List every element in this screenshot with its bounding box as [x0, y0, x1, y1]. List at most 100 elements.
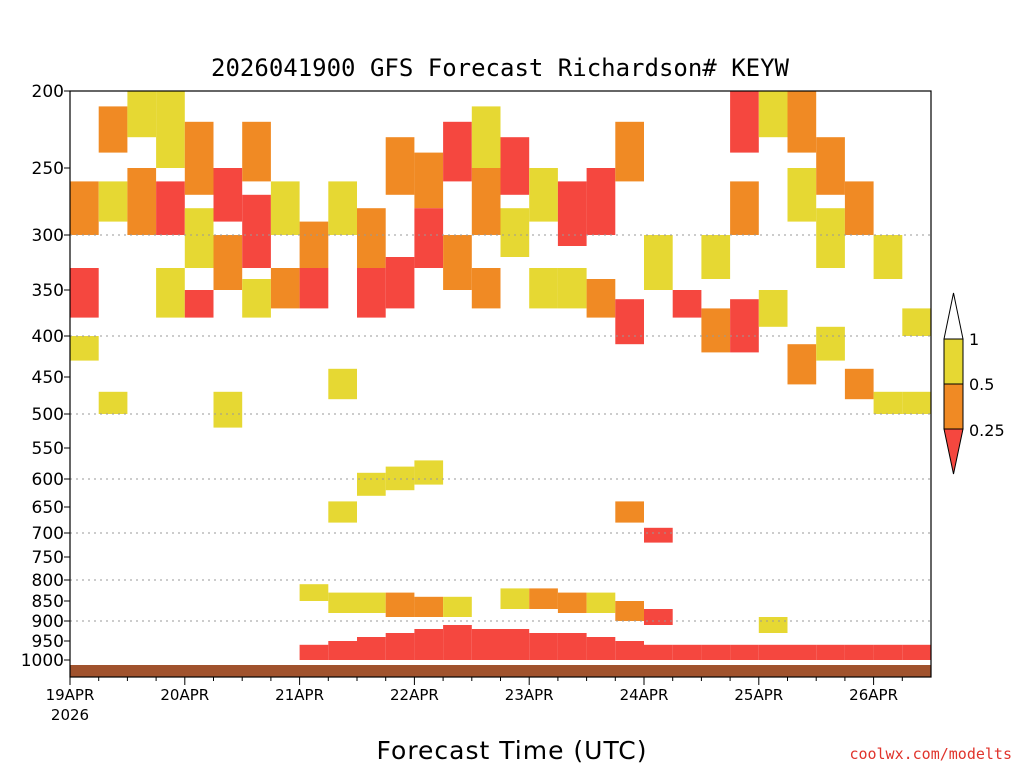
- data-cell: [184, 290, 214, 318]
- data-cell: [471, 268, 501, 309]
- data-cell: [328, 641, 357, 660]
- data-cell: [242, 121, 271, 182]
- x-tick-label: 22APR: [390, 686, 439, 704]
- y-tick-label: 600: [32, 470, 64, 490]
- chart-title: 2026041900 GFS Forecast Richardson# KEYW: [211, 54, 790, 82]
- y-tick-label: 300: [32, 226, 64, 246]
- data-cell: [70, 268, 99, 318]
- data-cell: [644, 644, 673, 660]
- legend-label: 0.5: [969, 375, 994, 394]
- y-tick-label: 200: [32, 82, 64, 102]
- data-cell: [443, 625, 472, 660]
- data-cell: [213, 235, 243, 290]
- x-tick-label: 25APR: [734, 686, 783, 704]
- y-tick-label: 900: [32, 612, 64, 632]
- legend-bin-orange: [943, 383, 964, 430]
- data-cell: [844, 368, 874, 400]
- y-tick-label: 650: [32, 498, 64, 518]
- data-cell: [270, 181, 300, 235]
- data-cell: [328, 368, 357, 400]
- data-cell: [586, 168, 616, 235]
- data-cell: [471, 629, 501, 660]
- x-year-label: 2026: [51, 706, 89, 724]
- data-cell: [529, 588, 558, 609]
- data-cell: [787, 91, 817, 153]
- y-tick-label: 500: [32, 405, 64, 425]
- y-tick-label: 400: [32, 327, 64, 347]
- y-tick-label: 950: [32, 632, 64, 652]
- data-cell: [730, 181, 759, 235]
- y-tick-label: 850: [32, 592, 64, 612]
- data-cell: [529, 168, 558, 222]
- data-cell: [127, 168, 157, 235]
- data-cell: [357, 472, 386, 496]
- data-cell: [443, 235, 472, 290]
- data-cell: [615, 601, 644, 621]
- data-cell: [586, 592, 616, 613]
- data-cell: [98, 181, 128, 222]
- y-tick-label: 1000: [21, 651, 64, 671]
- data-cell: [471, 106, 501, 168]
- data-cell: [127, 91, 157, 138]
- ground-strip: [70, 665, 931, 677]
- data-cell: [730, 91, 759, 153]
- data-cell: [184, 121, 214, 195]
- data-cell: [644, 609, 673, 625]
- data-cell: [385, 257, 415, 309]
- data-cell: [500, 629, 530, 660]
- data-cell: [701, 308, 731, 353]
- x-tick-label: 24APR: [620, 686, 669, 704]
- data-cell: [557, 592, 587, 613]
- data-cell: [443, 121, 472, 182]
- y-tick-label: 350: [32, 281, 64, 301]
- data-cell: [672, 290, 702, 318]
- data-cell: [385, 466, 415, 491]
- data-cell: [816, 644, 845, 660]
- data-cell: [557, 181, 587, 246]
- data-cell: [787, 644, 817, 660]
- x-tick-label: 26APR: [849, 686, 898, 704]
- data-cell: [70, 181, 99, 235]
- data-cell: [357, 637, 386, 660]
- colorbar-legend: 1 0.5 0.25: [943, 292, 1005, 475]
- data-cell: [414, 629, 444, 660]
- data-cell: [500, 137, 530, 195]
- data-cell: [299, 268, 329, 309]
- data-cell: [758, 290, 788, 327]
- x-axis-label: Forecast Time (UTC): [377, 736, 648, 765]
- data-cell: [299, 644, 329, 660]
- data-cell: [557, 268, 587, 309]
- x-tick-label: 20APR: [160, 686, 209, 704]
- data-cell: [156, 181, 185, 235]
- legend-label: 0.25: [969, 421, 1005, 440]
- data-cell: [787, 168, 817, 222]
- data-cell: [701, 644, 731, 660]
- data-cell: [844, 181, 874, 235]
- x-tick-label: 21APR: [275, 686, 324, 704]
- data-cell: [816, 137, 845, 195]
- data-cell: [385, 592, 415, 617]
- data-cell: [758, 644, 788, 660]
- data-cell: [156, 268, 185, 318]
- data-cell: [816, 326, 845, 361]
- legend-bin-yellow: [943, 338, 964, 385]
- data-cell: [615, 121, 644, 182]
- data-cell: [529, 633, 558, 660]
- data-cell: [242, 194, 271, 268]
- y-tick-label: 750: [32, 548, 64, 568]
- data-cell: [529, 268, 558, 309]
- data-cell: [357, 208, 386, 268]
- legend-bin-red: [943, 428, 964, 475]
- y-tick-label: 450: [32, 368, 64, 388]
- data-cell: [730, 299, 759, 353]
- data-cell: [730, 644, 759, 660]
- data-cell: [672, 644, 702, 660]
- data-cell: [844, 644, 874, 660]
- data-cell: [98, 106, 128, 153]
- data-cell: [328, 592, 357, 613]
- data-cell: [299, 221, 329, 268]
- legend-bin-white: [943, 292, 964, 340]
- data-cell: [357, 592, 386, 613]
- data-cell: [586, 637, 616, 660]
- data-cell: [70, 336, 99, 361]
